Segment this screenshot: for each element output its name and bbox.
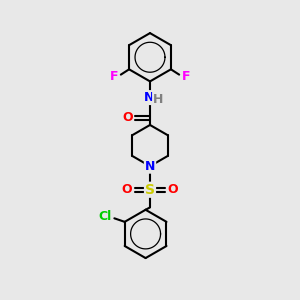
Text: H: H — [153, 93, 164, 106]
Text: O: O — [122, 111, 133, 124]
Text: O: O — [168, 183, 178, 196]
Text: Cl: Cl — [98, 210, 111, 223]
Text: O: O — [122, 183, 132, 196]
Text: N: N — [144, 91, 154, 104]
Text: N: N — [145, 160, 155, 173]
Text: F: F — [110, 70, 118, 83]
Text: S: S — [145, 183, 155, 197]
Text: F: F — [182, 70, 190, 83]
